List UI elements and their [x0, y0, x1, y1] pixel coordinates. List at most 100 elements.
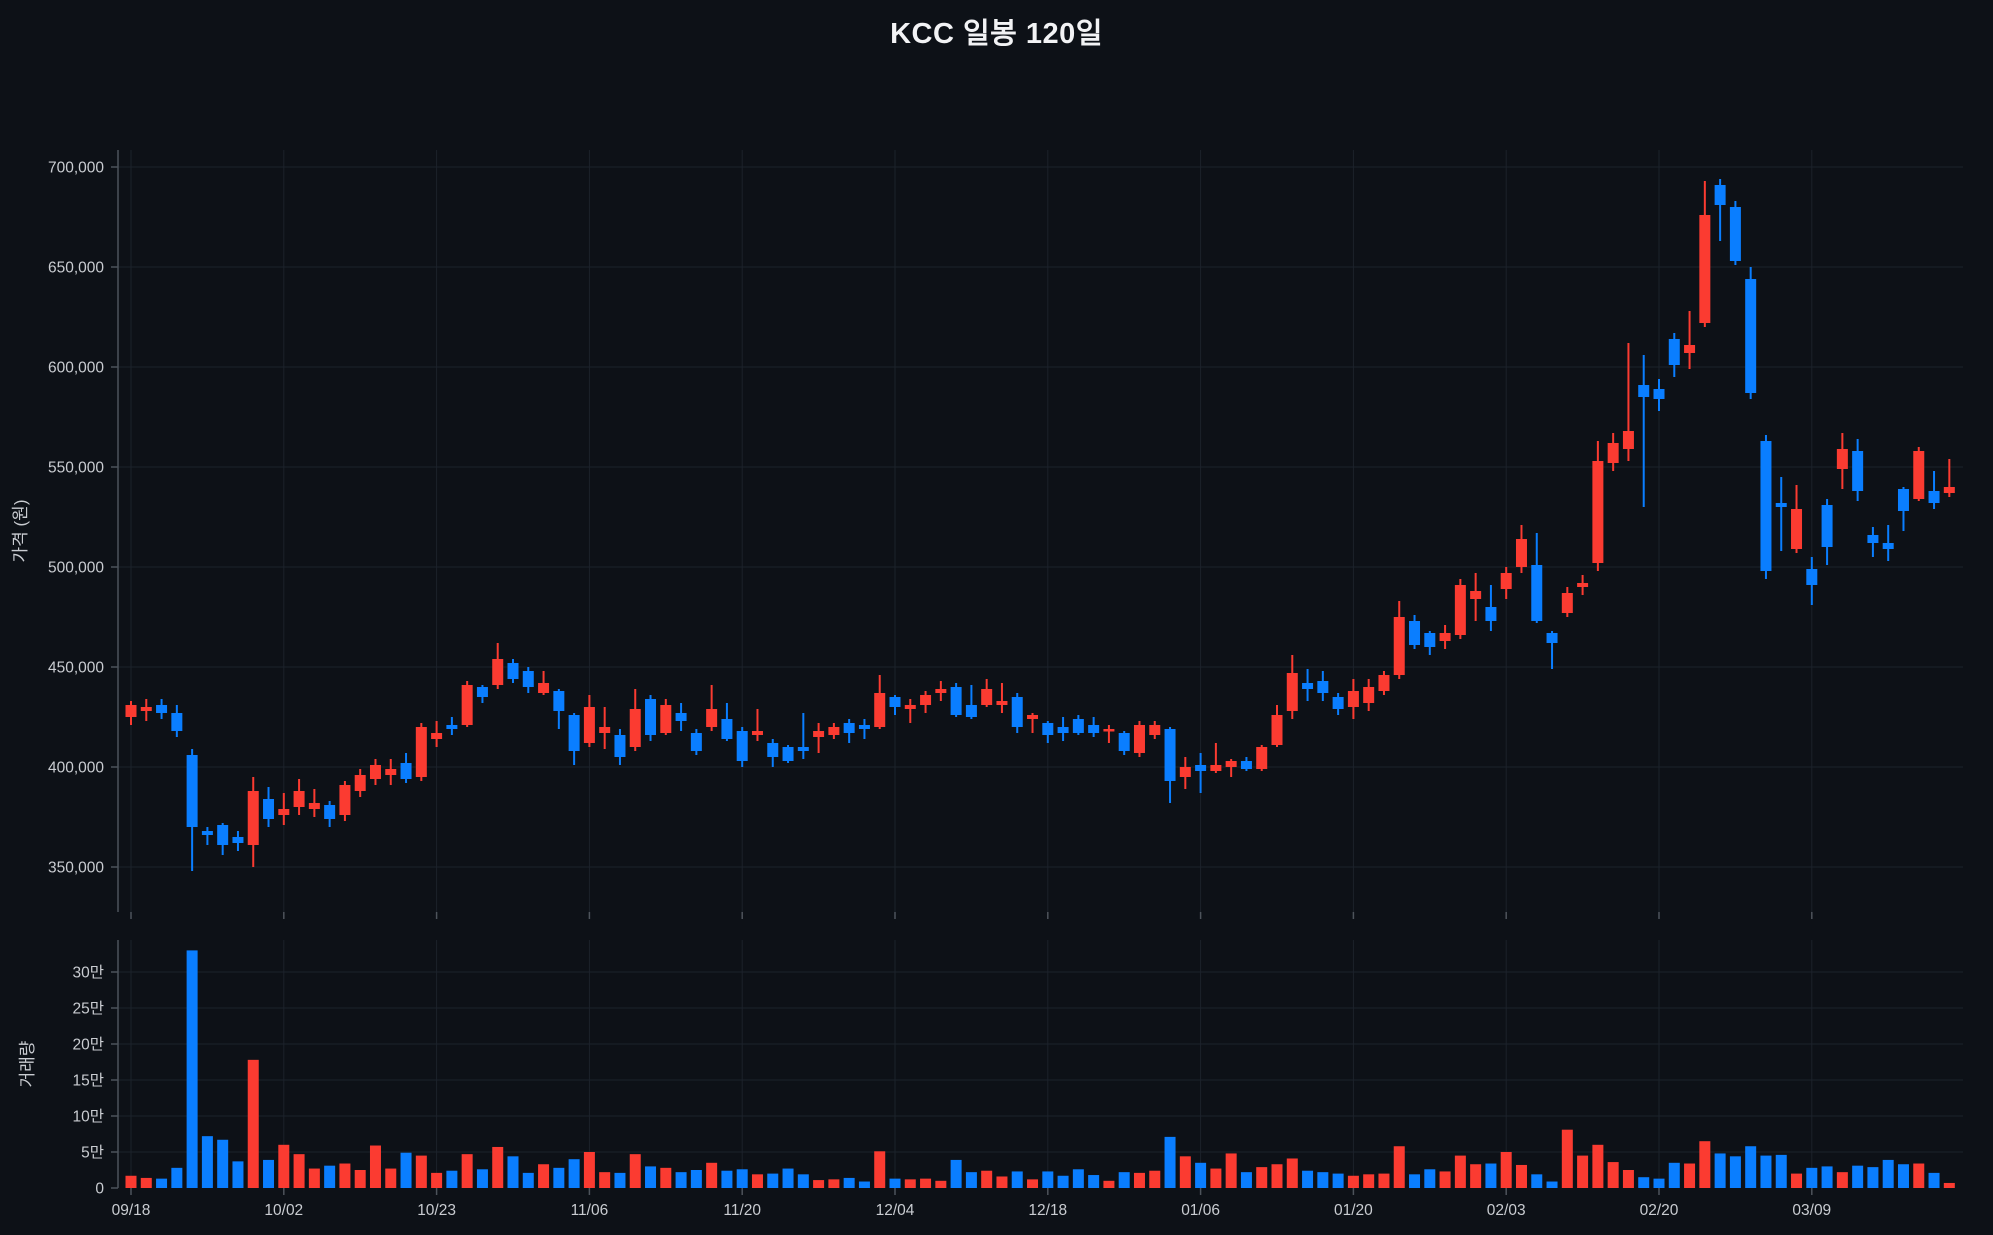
volume-bar — [1439, 1171, 1451, 1188]
candle-body — [828, 727, 840, 735]
candle-body — [1332, 697, 1344, 709]
volume-bar — [1088, 1175, 1100, 1188]
volume-bar — [645, 1166, 657, 1188]
volume-bar — [1775, 1154, 1787, 1188]
price-ytick-label: 400,000 — [48, 760, 104, 777]
volume-bar — [354, 1170, 366, 1188]
volume-bar — [1302, 1170, 1314, 1188]
x-tick-label: 11/06 — [571, 1202, 609, 1219]
candle-body — [599, 727, 611, 733]
volume-bar — [1622, 1170, 1634, 1188]
price-ytick-label: 700,000 — [48, 160, 104, 177]
candle-body — [1103, 729, 1115, 732]
volume-bar — [1240, 1172, 1252, 1188]
volume-bar — [1027, 1179, 1039, 1188]
candle-body — [1561, 593, 1573, 613]
candle-body — [1393, 617, 1405, 675]
candle-body — [721, 719, 733, 739]
candle-body — [339, 785, 351, 815]
candle-body — [782, 747, 794, 761]
candle-body — [1607, 443, 1619, 463]
candle-body — [125, 705, 137, 717]
candle-body — [1638, 385, 1650, 397]
candle-body — [1042, 723, 1054, 735]
candle-body — [1409, 621, 1421, 645]
volume-bar — [1546, 1181, 1558, 1188]
candle-body — [1684, 345, 1696, 353]
volume-bar — [1592, 1144, 1604, 1188]
volume-ytick-label: 25만 — [72, 1000, 104, 1018]
volume-bar — [1454, 1155, 1466, 1188]
volume-bar — [308, 1168, 320, 1188]
price-ytick-label: 350,000 — [48, 860, 104, 877]
volume-ytick-label: 5만 — [81, 1144, 104, 1162]
price-ytick-label: 550,000 — [48, 460, 104, 477]
candle-body — [1515, 539, 1527, 567]
candle-body — [1439, 633, 1451, 641]
candle-body — [981, 689, 993, 705]
candle-body — [1546, 633, 1558, 643]
candle-body — [431, 733, 443, 739]
volume-bar — [1485, 1163, 1497, 1188]
volume-bar — [1561, 1129, 1573, 1188]
volume-bar — [492, 1146, 504, 1188]
volume-bar — [461, 1154, 473, 1188]
volume-bar — [1286, 1158, 1298, 1188]
candle-body — [186, 755, 198, 827]
candle-body — [675, 713, 687, 721]
candle-body — [1821, 505, 1833, 547]
x-tick-label: 10/02 — [264, 1202, 303, 1219]
volume-bar — [1103, 1180, 1115, 1188]
candle-body — [140, 707, 152, 711]
volume-bar — [599, 1172, 611, 1188]
candle-body — [1164, 729, 1176, 781]
volume-bar — [369, 1145, 381, 1188]
candle-body — [1668, 339, 1680, 365]
candle-body — [461, 685, 473, 725]
candle-body — [553, 691, 565, 711]
volume-bar — [232, 1161, 244, 1188]
candle-body — [1943, 487, 1955, 493]
candle-body — [446, 725, 458, 729]
candle-body — [1622, 431, 1634, 449]
volume-bar — [446, 1170, 458, 1188]
volume-bar — [1577, 1155, 1589, 1188]
candle-body — [965, 705, 977, 717]
candle-body — [751, 731, 763, 735]
volume-bar — [415, 1155, 427, 1188]
volume-bar — [1684, 1163, 1696, 1188]
volume-bar — [1347, 1175, 1359, 1188]
candle-body — [1592, 461, 1604, 563]
x-tick-label: 01/06 — [1181, 1202, 1220, 1219]
volume-bar — [1531, 1174, 1543, 1188]
candle-body — [476, 687, 488, 697]
candle-body — [354, 775, 366, 791]
candle-body — [1577, 583, 1589, 587]
candle-body — [629, 709, 641, 747]
candle-body — [904, 705, 916, 709]
candle-body — [813, 731, 825, 737]
volume-bar — [1653, 1178, 1665, 1188]
candle-body — [522, 671, 534, 687]
volume-bar — [1072, 1169, 1084, 1188]
volume-bar — [1515, 1164, 1527, 1188]
volume-bar — [1867, 1167, 1879, 1188]
volume-bar — [858, 1181, 870, 1188]
volume-bar — [1745, 1146, 1757, 1188]
volume-bar — [1133, 1172, 1145, 1188]
candle-body — [889, 697, 901, 707]
candle-body — [1240, 761, 1252, 769]
volume-bar — [1011, 1171, 1023, 1188]
candle-body — [1745, 279, 1757, 393]
candle-body — [1133, 725, 1145, 753]
volume-bar — [1363, 1174, 1375, 1188]
x-tick-label: 02/03 — [1487, 1202, 1526, 1219]
price-ytick-label: 650,000 — [48, 260, 104, 277]
candle-body — [1088, 725, 1100, 733]
volume-bar — [263, 1159, 275, 1188]
volume-bar — [140, 1177, 152, 1188]
volume-bar — [1118, 1172, 1130, 1188]
volume-bar — [1271, 1164, 1283, 1188]
volume-bar — [1470, 1164, 1482, 1188]
